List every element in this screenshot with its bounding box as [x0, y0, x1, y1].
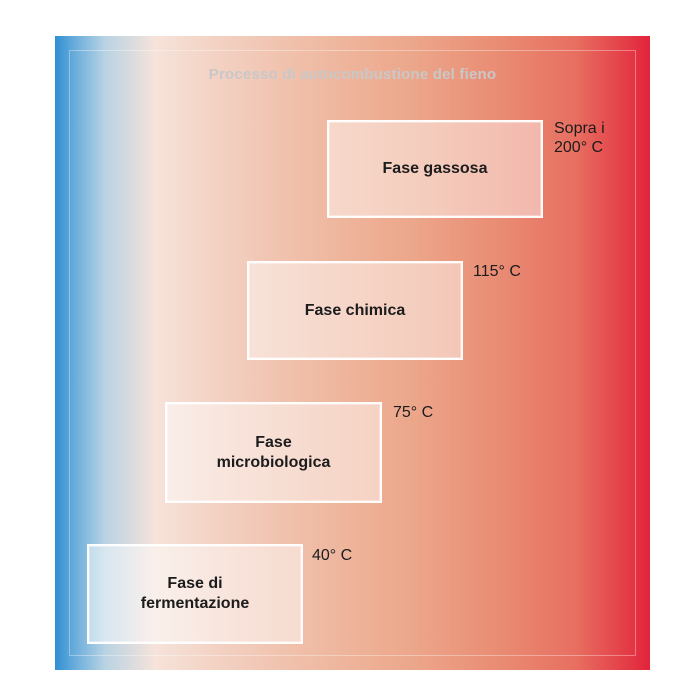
phase-label-fermentazione: Fase di fermentazione: [140, 575, 250, 612]
phase-box-gassosa: Fase gassosa: [327, 120, 543, 218]
phase-box-fermentazione: Fase di fermentazione: [87, 544, 303, 644]
phase-label-microbiologica: Fase microbiologica: [216, 433, 331, 471]
diagram-title: Processo di autocombustione del fieno: [208, 66, 497, 83]
temperature-label-chimica: 115° C: [473, 263, 521, 280]
temperature-gradient-panel: Processo di autocombustione del fieno Fa…: [55, 36, 650, 670]
phase-box-microbiologica: Fase microbiologica: [165, 402, 382, 503]
temperature-label-microbiologica: 75° C: [393, 404, 434, 421]
temperature-label-gassosa: Sopra i 200° C: [554, 120, 605, 156]
temperature-label-fermentazione: 40° C: [312, 547, 353, 564]
phase-box-chimica: Fase chimica: [247, 261, 463, 360]
phase-label-chimica: Fase chimica: [304, 301, 406, 319]
phase-label-gassosa: Fase gassosa: [382, 160, 488, 177]
